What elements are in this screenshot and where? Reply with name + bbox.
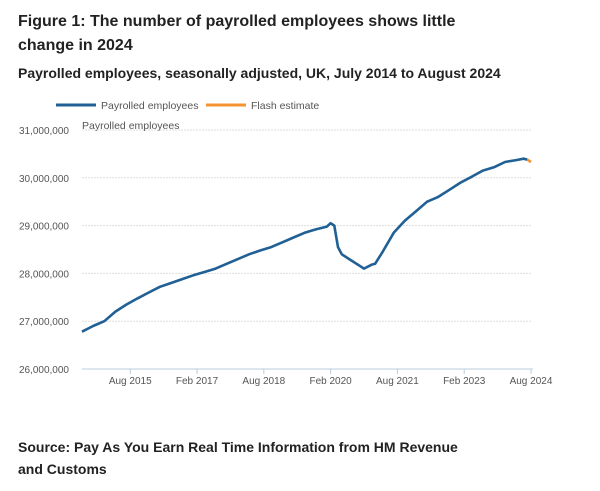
y-axis-label: Payrolled employees [82,120,179,132]
series-line-flash-estimate [526,158,532,164]
x-tick-label: Aug 2024 [510,376,553,387]
figure-title: Figure 1: The number of payrolled employ… [18,13,456,54]
y-tick-label: 29,000,000 [19,222,69,233]
source-note: Source: Pay As You Earn Real Time Inform… [18,439,458,477]
figure-subtitle: Payrolled employees, seasonally adjusted… [18,65,501,81]
legend: Payrolled employees Flash estimate [56,100,319,112]
x-tick-label: Feb 2017 [176,376,219,387]
y-tick-label: 31,000,000 [19,126,69,137]
y-tick-label: 27,000,000 [19,317,69,328]
legend-label: Flash estimate [251,100,319,112]
y-tick-label: 28,000,000 [19,269,69,280]
x-tick-label: Feb 2023 [443,376,486,387]
y-tick-label: 26,000,000 [19,365,69,376]
x-tick-label: Aug 2018 [242,376,285,387]
y-tick-label: 30,000,000 [19,174,69,185]
legend-label: Payrolled employees [101,100,198,112]
series-line-payrolled-employees [81,157,528,333]
x-tick-label: Feb 2020 [309,376,352,387]
x-tick-label: Aug 2015 [109,376,152,387]
x-tick-label: Aug 2021 [376,376,419,387]
